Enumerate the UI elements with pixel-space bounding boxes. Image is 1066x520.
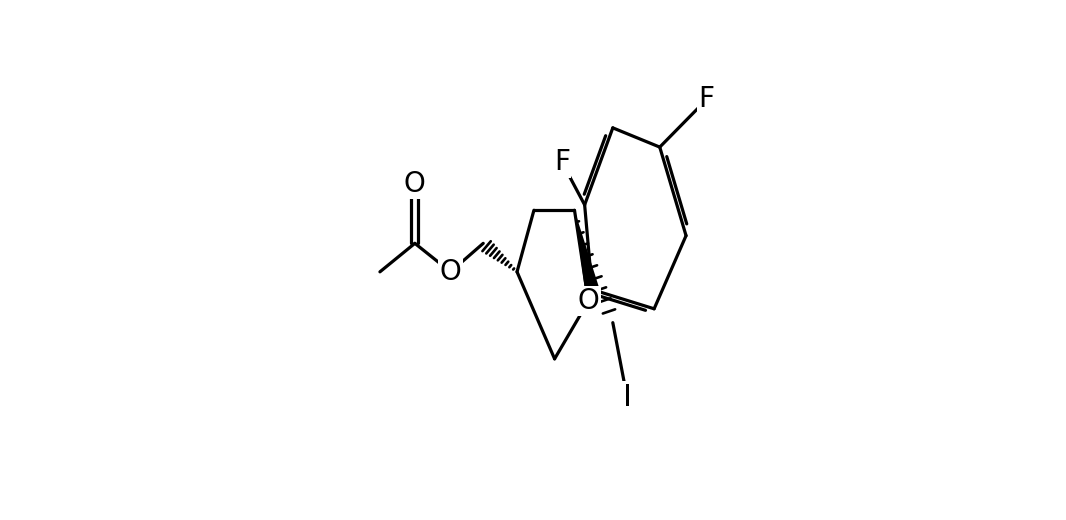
Text: O: O [578, 287, 599, 315]
Text: I: I [623, 383, 631, 412]
Text: F: F [554, 149, 570, 176]
Polygon shape [575, 210, 599, 291]
Text: O: O [404, 170, 425, 198]
Text: O: O [439, 258, 462, 286]
Text: F: F [698, 85, 714, 113]
